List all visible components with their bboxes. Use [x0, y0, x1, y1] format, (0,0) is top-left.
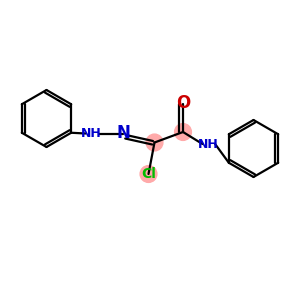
- Text: NH: NH: [81, 127, 102, 140]
- Text: Cl: Cl: [141, 167, 156, 181]
- Text: O: O: [176, 94, 190, 112]
- Circle shape: [175, 124, 191, 140]
- Circle shape: [140, 166, 157, 182]
- Circle shape: [146, 134, 163, 151]
- Text: N: N: [116, 124, 130, 142]
- Text: NH: NH: [198, 137, 219, 151]
